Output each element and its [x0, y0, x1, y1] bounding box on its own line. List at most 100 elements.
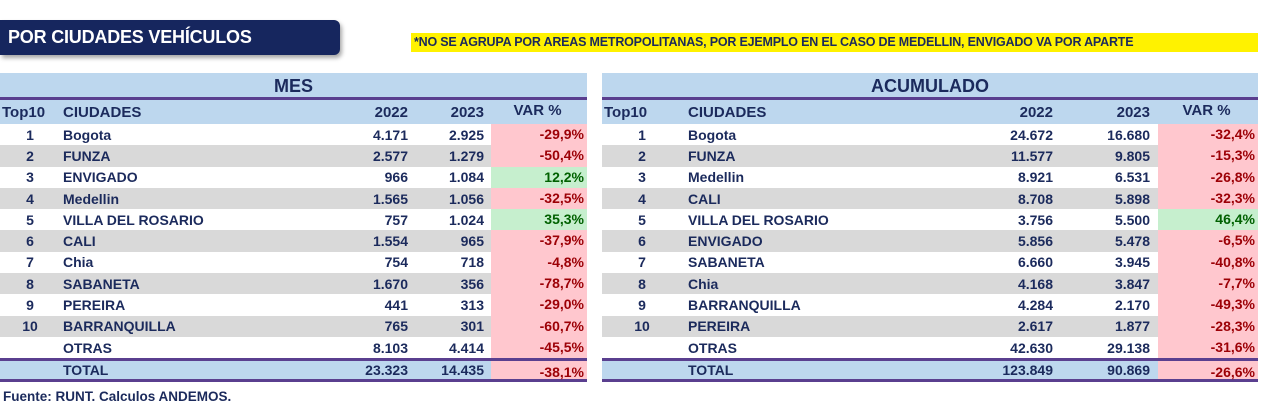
cell-var-pct: 35,3%	[491, 209, 587, 231]
cell-var-pct: -29,9%	[491, 124, 587, 146]
total-row: TOTAL 23.323 14.435 -38,1%	[0, 358, 587, 383]
cell-rank: 10	[22, 318, 38, 335]
cell-var-pct: 12,2%	[491, 166, 587, 188]
cell-city: BARRANQUILLA	[63, 318, 176, 335]
cell-value-2023: 3.847	[1114, 275, 1150, 292]
cell-value-2023: 1.084	[448, 169, 484, 186]
table-row: 8 SABANETA 1.670 356 -78,7%	[0, 273, 587, 295]
cell-value-2022: 8.103	[372, 339, 408, 356]
cell-value-2022: 3.756	[1017, 211, 1053, 228]
cell-var-pct: -26,6%	[1158, 361, 1258, 380]
column-header-value-2023: 2023	[450, 103, 484, 121]
cell-value-2023: 5.500	[1114, 211, 1150, 228]
cell-value-2023: 2.170	[1114, 297, 1150, 314]
column-header-var-pct: VAR %	[513, 102, 562, 119]
cell-city: SABANETA	[688, 254, 765, 271]
column-header-value-2022: 2022	[1019, 103, 1053, 121]
cell-rank: 2	[638, 147, 646, 164]
cell-rank: 1	[638, 126, 646, 143]
cell-var-pct: -50,4%	[491, 145, 587, 167]
table-row: 6 CALI 1.554 965 -37,9%	[0, 230, 587, 252]
cell-city: ENVIGADO	[688, 233, 763, 250]
cell-value-2023: 6.531	[1114, 169, 1150, 186]
table-row: 3 Medellin 8.921 6.531 -26,8%	[602, 166, 1258, 188]
cell-value-2023: 1.279	[448, 147, 484, 164]
cell-var-pct: -28,3%	[1158, 315, 1258, 337]
highlighted-note: *NO SE AGRUPA POR AREAS METROPOLITANAS, …	[411, 33, 1258, 52]
cell-city: PEREIRA	[63, 297, 126, 314]
cell-value-2023: 90.869	[1107, 362, 1150, 379]
column-header-row: Top10 CIUDADES 2022 2023 VAR %	[602, 100, 1258, 124]
cell-value-2022: 6.660	[1017, 254, 1053, 271]
cell-value-2023: 16.680	[1107, 126, 1150, 143]
cell-rank: 8	[638, 275, 646, 292]
cell-value-2023: 718	[460, 254, 484, 271]
table-row: 10 PEREIRA 2.617 1.877 -28,3%	[602, 315, 1258, 337]
cell-value-2023: 14.435	[441, 362, 484, 379]
cell-city: FUNZA	[688, 147, 736, 164]
table-row: 10 BARRANQUILLA 765 301 -60,7%	[0, 315, 587, 337]
cell-var-pct: -40,8%	[1158, 251, 1258, 274]
cell-value-2023: 313	[460, 297, 484, 314]
cell-rank: 3	[638, 169, 646, 186]
cell-value-2022: 2.577	[372, 147, 408, 164]
cell-var-pct: -31,6%	[1158, 336, 1258, 359]
cell-value-2022: 4.284	[1017, 297, 1053, 314]
cell-city: TOTAL	[688, 362, 734, 379]
cell-value-2022: 2.617	[1017, 318, 1053, 335]
table-row: OTRAS 8.103 4.414 -45,5%	[0, 336, 587, 359]
cell-var-pct: -37,9%	[491, 230, 587, 252]
cell-rank: 10	[634, 318, 650, 335]
column-header-row: Top10 CIUDADES 2022 2023 VAR %	[0, 100, 587, 124]
column-header-rank: Top10	[604, 103, 648, 121]
table-row: 9 PEREIRA 441 313 -29,0%	[0, 294, 587, 316]
table-row: 4 Medellin 1.565 1.056 -32,5%	[0, 187, 587, 210]
column-header-value-2022: 2022	[374, 103, 408, 121]
cell-city: FUNZA	[63, 147, 111, 164]
cell-value-2022: 757	[384, 211, 408, 228]
cell-value-2023: 4.414	[448, 339, 484, 356]
cell-value-2022: 1.670	[372, 275, 408, 292]
cell-var-pct: -45,5%	[491, 336, 587, 359]
cell-city: VILLA DEL ROSARIO	[63, 211, 204, 228]
column-header-value-2023: 2023	[1116, 103, 1150, 121]
table-row: 7 SABANETA 6.660 3.945 -40,8%	[602, 251, 1258, 274]
cell-value-2022: 754	[384, 254, 408, 271]
cell-city: ENVIGADO	[63, 169, 138, 186]
cell-rank: 3	[26, 169, 34, 186]
cell-var-pct: -26,8%	[1158, 166, 1258, 188]
table-row: 1 Bogota 24.672 16.680 -32,4%	[602, 124, 1258, 146]
table-title: ACUMULADO	[602, 73, 1258, 100]
cell-value-2022: 4.168	[1017, 275, 1053, 292]
cell-value-2022: 441	[384, 297, 408, 314]
table-row: OTRAS 42.630 29.138 -31,6%	[602, 336, 1258, 359]
cell-value-2023: 1.024	[448, 211, 484, 228]
cell-rank: 2	[26, 147, 34, 164]
cell-rank: 6	[638, 233, 646, 250]
cell-value-2023: 5.478	[1114, 233, 1150, 250]
cell-value-2022: 966	[384, 169, 408, 186]
cell-var-pct: -7,7%	[1158, 273, 1258, 295]
cell-city: Bogota	[63, 126, 112, 143]
cell-value-2022: 4.171	[372, 126, 408, 143]
cell-value-2023: 9.805	[1114, 147, 1150, 164]
section-title: POR CIUDADES VEHÍCULOS	[0, 20, 340, 55]
cell-value-2022: 23.323	[365, 362, 408, 379]
source-note: Fuente: RUNT. Calculos ANDEMOS.	[3, 389, 232, 404]
cell-var-pct: 46,4%	[1158, 209, 1258, 231]
cell-city: BARRANQUILLA	[688, 297, 801, 314]
cell-value-2022: 1.565	[372, 190, 408, 207]
cell-value-2022: 123.849	[1002, 362, 1053, 379]
cell-city: OTRAS	[63, 339, 112, 356]
cell-rank: 9	[638, 297, 646, 314]
table-row: 8 Chia 4.168 3.847 -7,7%	[602, 273, 1258, 295]
cell-var-pct: -6,5%	[1158, 230, 1258, 252]
cell-value-2022: 1.554	[372, 233, 408, 250]
cell-value-2023: 1.877	[1114, 318, 1150, 335]
table-row: 4 CALI 8.708 5.898 -32,3%	[602, 187, 1258, 210]
column-header-city: CIUDADES	[688, 103, 767, 121]
cell-rank: 1	[26, 126, 34, 143]
cell-var-pct: -60,7%	[491, 315, 587, 337]
cell-city: CALI	[688, 190, 721, 207]
cell-rank: 9	[26, 297, 34, 314]
